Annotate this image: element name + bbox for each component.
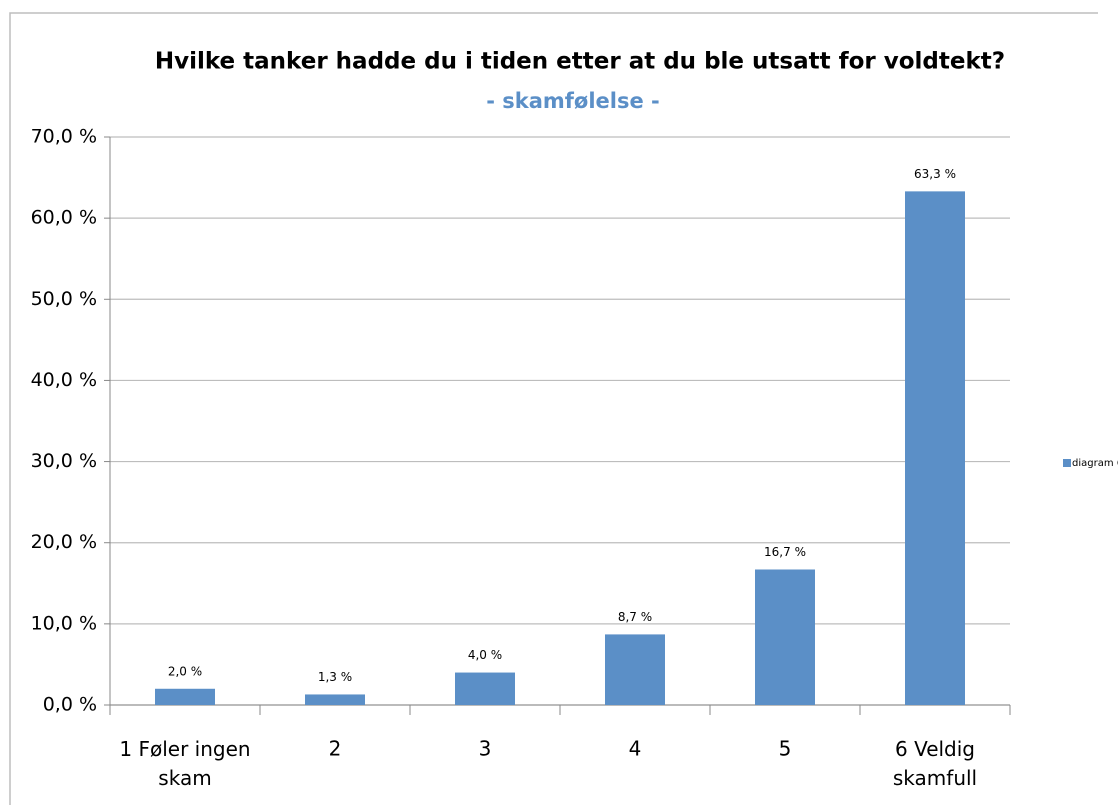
bar <box>605 634 665 705</box>
bar <box>455 672 515 705</box>
y-tick-label: 70,0 % <box>31 126 97 148</box>
data-label: 63,3 % <box>914 167 956 181</box>
bar <box>155 688 215 705</box>
bar <box>305 694 365 705</box>
x-tick-label: 6 Veldig skamfull <box>893 737 977 790</box>
y-tick-label: 50,0 % <box>31 288 97 310</box>
data-label: 4,0 % <box>468 648 502 662</box>
chart-title: Hvilke tanker hadde du i tiden etter at … <box>155 49 1005 75</box>
x-tick-label: 3 <box>479 737 492 761</box>
y-tick-label: 0,0 % <box>43 694 97 716</box>
chart-subtitle: - skamfølelse - <box>486 89 660 113</box>
bar <box>755 569 815 705</box>
y-tick-label: 10,0 % <box>31 612 97 634</box>
bar <box>905 191 965 705</box>
legend-label: diagram 65 <box>1072 458 1118 469</box>
x-tick-label: 4 <box>629 737 642 761</box>
x-tick-label: 2 <box>329 737 342 761</box>
legend-swatch <box>1063 459 1071 467</box>
y-tick-label: 40,0 % <box>31 369 97 391</box>
chart-border <box>9 12 1098 805</box>
x-tick-label: 1 Føler ingen skam <box>119 737 250 790</box>
data-label: 8,7 % <box>618 610 652 624</box>
y-tick-label: 30,0 % <box>31 450 97 472</box>
data-label: 2,0 % <box>168 664 202 678</box>
data-label: 16,7 % <box>764 545 806 559</box>
x-tick-label: 5 <box>779 737 792 761</box>
y-tick-label: 60,0 % <box>31 207 97 229</box>
y-tick-label: 20,0 % <box>31 531 97 553</box>
data-label: 1,3 % <box>318 670 352 684</box>
